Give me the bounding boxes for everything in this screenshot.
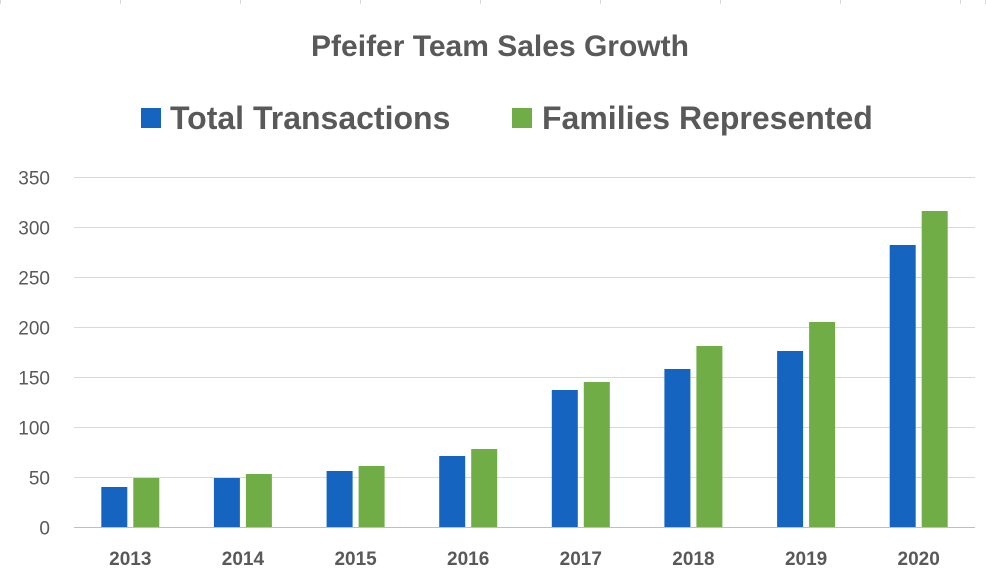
x-tick-label: 2020 [898,549,940,570]
bar-families-represented-2016 [471,449,498,527]
x-tick-label: 2018 [672,549,714,570]
bar-families-represented-2018 [696,346,723,527]
bar-total-transactions-2015 [326,471,353,527]
legend-swatch-families-represented [512,108,532,128]
y-tick-label: 0 [39,519,50,540]
bar-total-transactions-2014 [213,478,240,527]
bar-total-transactions-2016 [439,456,466,527]
x-tick-label: 2013 [109,549,151,570]
bar-total-transactions-2017 [551,390,578,527]
bar-families-represented-2014 [245,474,272,527]
bar-families-represented-2019 [809,322,836,527]
y-tick-label: 200 [18,319,50,340]
x-tick-label: 2015 [334,549,377,570]
x-tick-label: 2016 [447,549,489,570]
bar-families-represented-2020 [921,211,948,527]
chart-title: Pfeifer Team Sales Growth [311,30,689,63]
x-tick-label: 2019 [785,549,827,570]
bar-families-represented-2015 [358,466,385,527]
y-tick-label: 300 [18,219,50,240]
y-tick-label: 150 [18,369,50,390]
y-axis-tick-labels: 0 50 100 150 200 250 300 350 [18,169,50,540]
legend-label-families-represented: Families Represented [542,100,873,136]
x-tick-label: 2014 [222,549,265,570]
bar-total-transactions-2013 [101,487,128,527]
x-axis-tick-labels: 2013 2014 2015 2016 2017 2018 2019 2020 [109,549,940,570]
x-tick-label: 2017 [560,549,602,570]
bar-families-represented-2013 [133,478,160,527]
bar-total-transactions-2019 [777,351,804,527]
bar-total-transactions-2020 [889,245,916,527]
y-tick-label: 50 [29,469,50,490]
y-tick-label: 250 [18,269,50,290]
bar-total-transactions-2018 [664,369,691,527]
legend: Total Transactions Families Represented [141,100,873,136]
y-tick-label: 100 [18,419,50,440]
y-tick-label: 350 [18,169,50,190]
legend-swatch-total-transactions [141,108,161,128]
bar-families-represented-2017 [583,382,610,527]
top-border-ticks [0,0,986,4]
gridlines [74,177,975,528]
legend-label-total-transactions: Total Transactions [170,100,450,136]
bars [101,211,948,527]
